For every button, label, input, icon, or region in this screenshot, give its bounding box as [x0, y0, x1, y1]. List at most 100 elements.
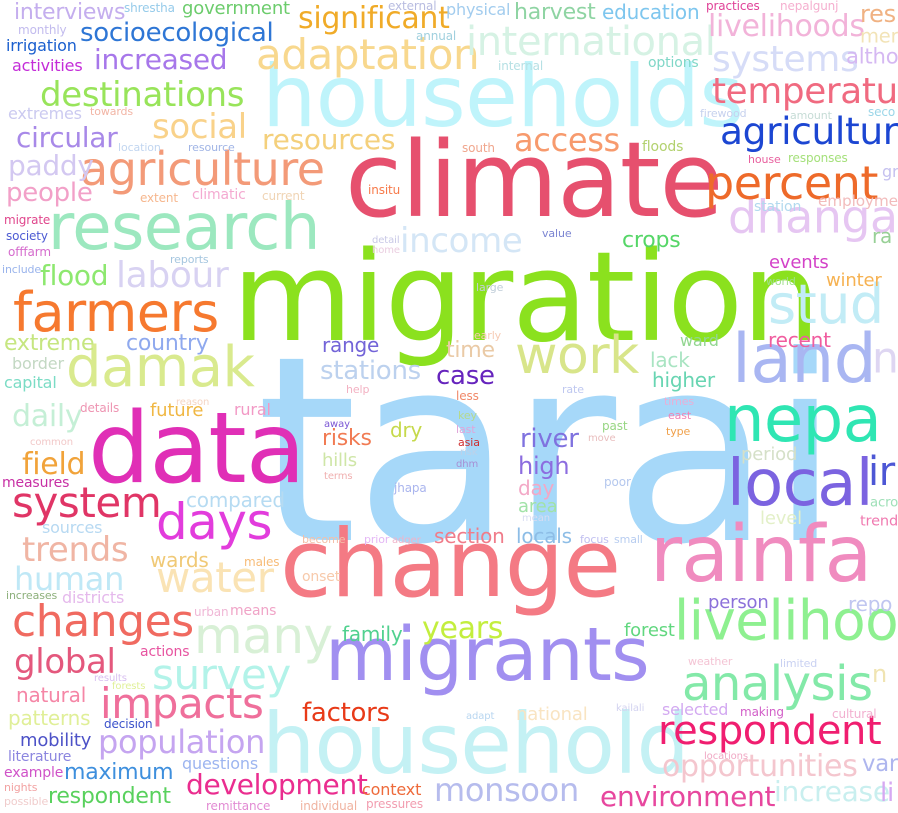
- word-offfarm: offfarm: [8, 245, 51, 259]
- word-small: small: [614, 533, 643, 546]
- word-forest: forest: [624, 620, 675, 641]
- word-area: area: [518, 496, 558, 517]
- word-systems: systems: [712, 39, 859, 80]
- word-percent: percent: [705, 156, 878, 210]
- word-rural: rural: [234, 400, 271, 419]
- word-damak: damak: [66, 335, 255, 400]
- word-land: land: [732, 320, 877, 399]
- word-day: day: [518, 476, 555, 500]
- word-cultural: cultural: [832, 707, 877, 721]
- word-mean: mean: [522, 513, 550, 524]
- word-events: events: [769, 252, 829, 273]
- word-migrants: migrants: [325, 612, 650, 698]
- word-resource: resource: [188, 141, 235, 154]
- word-river: river: [520, 424, 579, 454]
- word-sources: sources: [42, 518, 103, 537]
- word-towards: towards: [90, 105, 134, 118]
- word-higher: higher: [652, 368, 715, 392]
- word-extent: extent: [140, 191, 178, 205]
- word-migrate: migrate: [4, 213, 51, 227]
- word-access: access: [514, 121, 620, 159]
- word-lack: lack: [650, 348, 690, 372]
- word-harvest: harvest: [514, 0, 596, 25]
- word-person: person: [708, 592, 769, 613]
- word-rainfa: rainfa: [650, 510, 872, 600]
- word-value: value: [542, 227, 572, 240]
- word-livelihoo: livelihoo: [674, 589, 898, 654]
- word-extreme: extreme: [4, 331, 95, 356]
- word-employme: employme: [818, 192, 898, 211]
- word-risks: risks: [322, 426, 372, 451]
- word-recent: recent: [768, 328, 831, 352]
- word-decision: decision: [104, 717, 153, 731]
- word-ward: ward: [680, 331, 719, 350]
- word-global: global: [14, 642, 116, 682]
- word-stud: stud: [768, 273, 884, 336]
- word-years: years: [422, 611, 504, 646]
- word-dry: dry: [390, 418, 423, 442]
- word-flood: flood: [40, 259, 109, 292]
- word-responses: responses: [788, 151, 848, 165]
- word-res: res: [860, 0, 896, 28]
- word-change: change: [280, 510, 621, 619]
- word-temperatu: temperatu: [712, 71, 898, 112]
- word-east: east: [668, 409, 692, 422]
- word-period: period: [741, 444, 798, 465]
- word-practices: practices: [706, 0, 760, 13]
- word-wards: wards: [150, 548, 209, 572]
- word-firewood: firewood: [700, 107, 747, 120]
- word-days: days: [156, 493, 273, 551]
- word-less: less: [456, 389, 479, 403]
- word-environment: environment: [600, 780, 776, 813]
- word-destinations: destinations: [40, 75, 245, 115]
- word-li: li: [880, 778, 894, 808]
- word-increase: increase: [774, 775, 890, 808]
- word-locations: locations: [704, 751, 748, 762]
- word-water: water: [156, 553, 274, 602]
- word-limited: limited: [780, 657, 818, 670]
- word-field: field: [22, 447, 86, 482]
- word-future: future: [150, 400, 204, 421]
- word-nepa: nepa: [724, 383, 882, 457]
- word-system: system: [12, 478, 162, 527]
- word-floods: floods: [642, 139, 684, 155]
- word-opportunities: opportunities: [662, 749, 858, 784]
- word-onset: onset: [302, 569, 341, 585]
- word-social: social: [152, 107, 247, 147]
- word-ir: ir: [868, 449, 895, 495]
- word-pressures: pressures: [366, 797, 424, 811]
- word-many: many: [194, 607, 333, 665]
- word-prior: prior: [364, 533, 390, 546]
- word-family: family: [342, 622, 403, 646]
- word-farmers: farmers: [13, 281, 219, 344]
- word-hills: hills: [322, 450, 357, 471]
- word-border: border: [12, 354, 64, 373]
- word-paddy: paddy: [8, 149, 94, 182]
- word-males: males: [244, 555, 280, 569]
- word-selected: selected: [662, 700, 729, 719]
- word-making: making: [740, 705, 784, 719]
- word-questions: questions: [182, 754, 259, 773]
- word-migration: migration: [232, 226, 821, 370]
- word-actions: actions: [140, 644, 190, 660]
- word-winter: winter: [826, 270, 882, 291]
- word-detail: detail: [372, 235, 400, 246]
- word-compared: compared: [186, 488, 285, 512]
- word-level: level: [760, 508, 802, 529]
- word-asia: asia: [458, 436, 480, 449]
- word-income: income: [400, 221, 523, 261]
- word-key: key: [458, 409, 477, 422]
- word-remittance: remittance: [206, 799, 271, 813]
- word-education: education: [602, 0, 700, 24]
- word-mobility: mobility: [20, 730, 92, 751]
- word-world: world: [766, 275, 796, 288]
- word-nepalgunj: nepalgunj: [780, 0, 839, 13]
- word-mer: mer: [860, 24, 898, 48]
- word-respondent-2: respondent: [48, 784, 171, 809]
- word-high: high: [518, 452, 570, 480]
- word-data: data: [88, 392, 306, 506]
- word-adger: adger: [392, 535, 421, 546]
- word-patterns: patterns: [8, 706, 91, 730]
- word-gr: gr: [882, 162, 898, 181]
